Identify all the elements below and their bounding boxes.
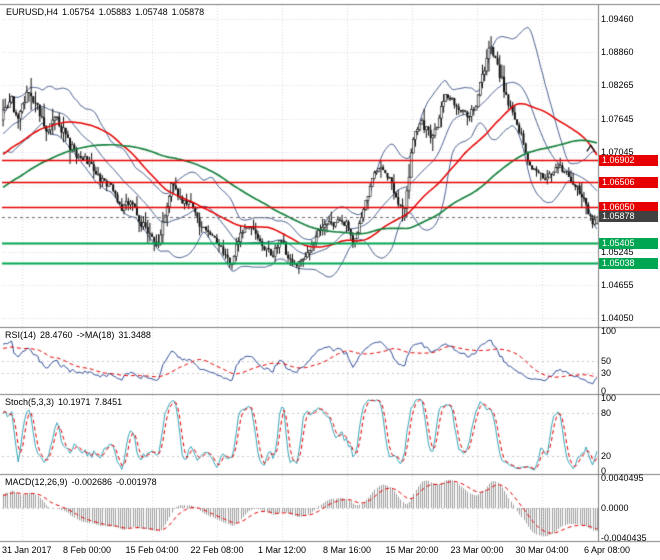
price-tag-resistance: 1.06902 <box>599 155 658 166</box>
stoch-d-value: 7.8451 <box>94 397 123 407</box>
price-tag-support: 1.05038 <box>599 258 658 269</box>
stoch-k-value: 10.1971 <box>58 397 91 407</box>
date-scale-label: 6 Apr 08:00 <box>583 545 631 555</box>
price-scale-label: 1.04050 <box>601 313 634 323</box>
rsi-scale-label: 100 <box>601 326 617 336</box>
date-scale-label: 8 Mar 16:00 <box>322 545 372 555</box>
price-scale-label: 1.08265 <box>601 80 634 90</box>
macd-signal-value: -0.001978 <box>116 477 157 487</box>
price-tag-support: 1.05405 <box>599 238 658 249</box>
rsi-ma-value: 31.3488 <box>118 330 151 340</box>
macd-value: -0.002686 <box>71 477 113 487</box>
macd-legend: MACD(12,26,9) -0.002686 -0.001978 <box>5 477 161 488</box>
price-tag-resistance: 1.06050 <box>599 202 658 213</box>
price-tag-resistance: 1.06506 <box>599 177 658 188</box>
rsi-legend: RSI(14) 28.4760 ->MA(18) 31.3488 <box>5 330 155 341</box>
price-scale-label: 1.07045 <box>601 147 634 157</box>
chart-title: EURUSD,H4 1.05754 1.05883 1.05748 1.05878 <box>6 7 208 18</box>
ohlc-close: 1.05878 <box>171 7 205 17</box>
date-scale-label: 30 Mar 04:00 <box>515 545 569 555</box>
rsi-scale-label: 0 <box>601 386 607 396</box>
price-scale-label: 1.09460 <box>601 14 634 24</box>
rsi-value: 28.4760 <box>40 330 73 340</box>
price-scale-label: 1.08860 <box>601 47 634 57</box>
ohlc-low: 1.05748 <box>135 7 168 17</box>
ohlc-open: 1.05754 <box>62 7 95 17</box>
date-scale-label: 1 Mar 12:00 <box>257 545 307 555</box>
date-scale-label: 15 Mar 20:00 <box>385 545 439 555</box>
date-scale-label: 8 Feb 00:00 <box>62 545 112 555</box>
price-scale-label: 1.04655 <box>601 280 634 290</box>
stoch-legend: Stoch(5,3,3) 10.1971 7.8451 <box>5 397 126 408</box>
macd-scale-label: 0.0040495 <box>601 473 644 483</box>
rsi-name: RSI(14) <box>5 330 37 340</box>
date-scale-label: 15 Feb 04:00 <box>125 545 179 555</box>
rsi-ma-name: ->MA(18) <box>76 330 115 340</box>
stoch-scale-label: 0 <box>601 466 607 476</box>
date-scale-label: 31 Jan 2017 <box>2 545 52 555</box>
macd-scale-label: -0.0040435 <box>601 533 647 543</box>
price-scale-label: 1.05245 <box>601 247 634 257</box>
symbol-timeframe: EURUSD,H4 <box>6 7 59 17</box>
stoch-scale-label: 100 <box>601 393 617 403</box>
price-scale-label: 1.07645 <box>601 114 634 124</box>
price-tag-current: 1.05878 <box>599 211 658 222</box>
ohlc-high: 1.05883 <box>98 7 132 17</box>
rsi-scale-label: 50 <box>601 356 612 366</box>
date-scale-label: 23 Mar 00:00 <box>450 545 504 555</box>
stoch-scale-label: 20 <box>601 451 612 461</box>
stoch-name: Stoch(5,3,3) <box>5 397 55 407</box>
rsi-scale-label: 30 <box>601 368 612 378</box>
macd-name: MACD(12,26,9) <box>5 477 68 487</box>
date-scale-label: 22 Feb 08:00 <box>190 545 244 555</box>
stoch-scale-label: 80 <box>601 408 612 418</box>
macd-scale-label: 0.0000 <box>601 503 629 513</box>
